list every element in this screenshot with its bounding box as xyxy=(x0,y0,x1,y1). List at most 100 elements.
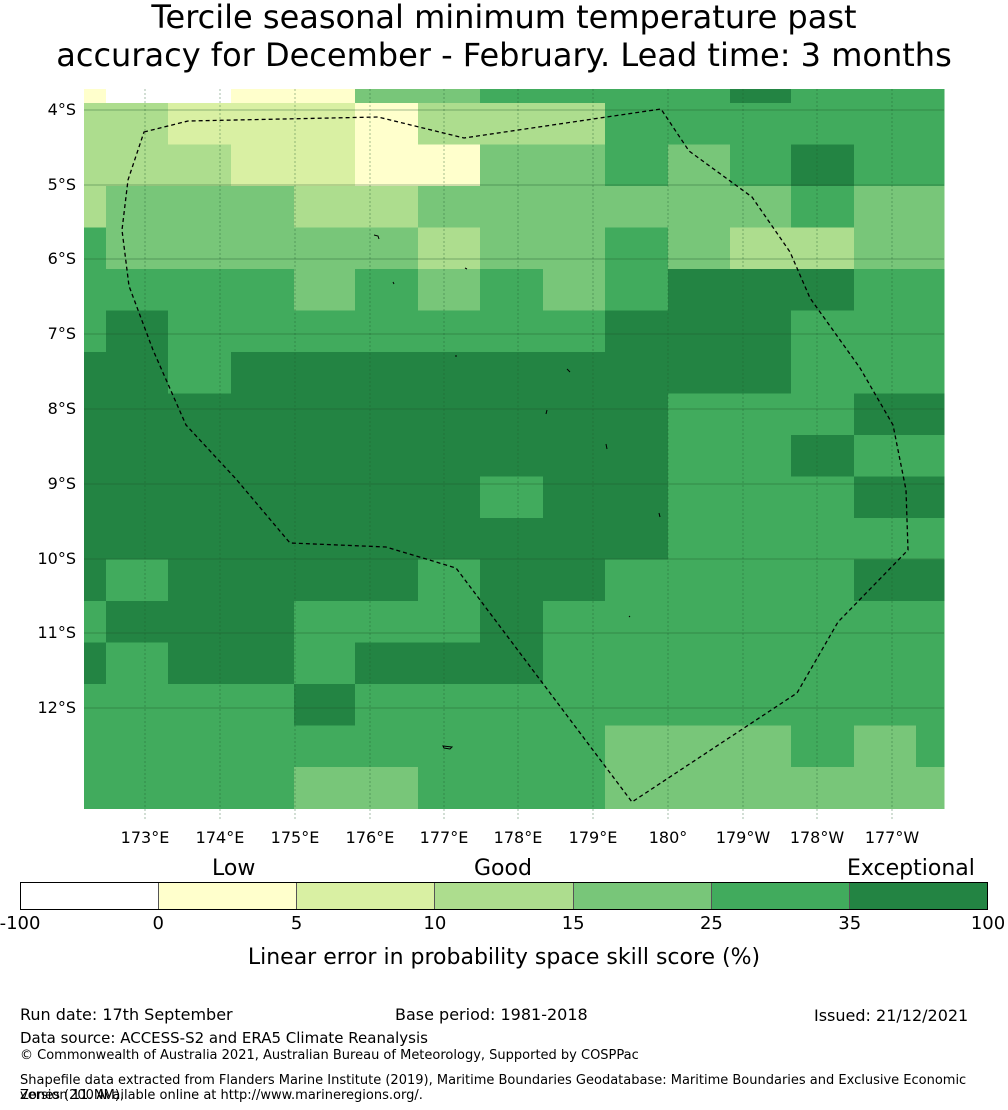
grid-cell xyxy=(854,642,917,685)
grid-cell xyxy=(355,186,419,228)
grid-cell xyxy=(543,601,606,643)
grid-cell xyxy=(668,144,731,187)
grid-cell xyxy=(106,642,169,685)
grid-cell xyxy=(791,518,855,560)
colorbar-tick-label: 35 xyxy=(838,913,862,934)
grid-cell xyxy=(605,601,669,643)
latitude-label: 12°S xyxy=(37,698,76,717)
chart-title-line-1: Tercile seasonal minimum temperature pas… xyxy=(151,0,857,36)
grid-cell xyxy=(854,393,917,436)
grid-cell xyxy=(84,684,107,726)
grid-cell xyxy=(605,725,669,768)
grid-cell xyxy=(418,269,481,311)
grid-cell xyxy=(231,601,295,643)
grid-cell xyxy=(543,269,606,311)
grid-cell xyxy=(168,269,232,311)
grid-cell xyxy=(231,476,295,519)
grid-cell xyxy=(84,601,107,643)
grid-cell xyxy=(355,393,419,436)
colorbar-segment xyxy=(297,883,436,909)
grid-cell xyxy=(730,518,792,560)
grid-cell xyxy=(355,642,419,685)
longitude-label: 177°W xyxy=(864,828,920,847)
shapefile-credit-line-1: Shapefile data extracted from Flanders M… xyxy=(20,1073,967,1103)
grid-cell xyxy=(418,144,481,187)
grid-cell xyxy=(168,89,232,104)
grid-cell xyxy=(480,103,544,145)
grid-cell xyxy=(605,559,669,602)
grid-cell xyxy=(543,559,606,602)
grid-cell xyxy=(106,393,169,436)
grid-cell xyxy=(854,144,917,187)
grid-cell xyxy=(916,227,945,270)
grid-cell xyxy=(605,186,669,228)
grid-cell xyxy=(418,310,481,353)
grid-cell xyxy=(84,186,107,228)
grid-cell xyxy=(543,186,606,228)
grid-cell xyxy=(730,352,792,394)
grid-cell xyxy=(543,518,606,560)
grid-cell xyxy=(854,518,917,560)
grid-cell xyxy=(605,269,669,311)
legend-category-good: Good xyxy=(474,856,532,881)
grid-cell xyxy=(418,601,481,643)
grid-cell xyxy=(231,352,295,394)
grid-cell xyxy=(668,559,731,602)
grid-cell xyxy=(418,352,481,394)
grid-cell xyxy=(84,227,107,270)
grid-cell xyxy=(605,476,669,519)
grid-cell xyxy=(231,559,295,602)
grid-cell xyxy=(168,767,232,809)
grid-cell xyxy=(106,725,169,768)
island-marker xyxy=(464,267,468,270)
grid-cell xyxy=(916,435,945,477)
longitude-label: 174°E xyxy=(195,828,245,847)
grid-cell xyxy=(106,684,169,726)
latitude-label: 8°S xyxy=(47,399,76,418)
grid-cell xyxy=(84,476,107,519)
grid-cell xyxy=(668,725,731,768)
island-marker xyxy=(545,409,548,415)
grid-cell xyxy=(480,352,544,394)
grid-cell xyxy=(168,725,232,768)
grid-cell xyxy=(231,393,295,436)
grid-cell xyxy=(84,144,107,187)
longitude-label: 177°E xyxy=(419,828,469,847)
colorbar-tick-label: -100 xyxy=(0,913,41,934)
grid-cell xyxy=(543,435,606,477)
grid-cell xyxy=(605,393,669,436)
grid-cell xyxy=(84,725,107,768)
grid-cell xyxy=(668,393,731,436)
colorbar-tick-label: 0 xyxy=(152,913,165,934)
colorbar-tick-label: 5 xyxy=(290,913,303,934)
grid-cell xyxy=(730,767,792,809)
grid-cell xyxy=(543,642,606,685)
grid-cell xyxy=(791,269,855,311)
grid-cell xyxy=(854,559,917,602)
grid-cell xyxy=(231,435,295,477)
grid-cell xyxy=(418,103,481,145)
data-source: Data source: ACCESS-S2 and ERA5 Climate … xyxy=(20,1029,428,1047)
grid-cell xyxy=(480,89,544,104)
grid-cell xyxy=(294,103,356,145)
chart-title-line-2: accuracy for December - February. Lead t… xyxy=(56,36,952,74)
grid-cell xyxy=(168,601,232,643)
grid-cell xyxy=(668,227,731,270)
grid-cell xyxy=(605,518,669,560)
grid-cell xyxy=(84,559,107,602)
grid-cell xyxy=(668,269,731,311)
grid-cell xyxy=(418,227,481,270)
colorbar xyxy=(20,882,988,910)
grid-cell xyxy=(418,89,481,104)
grid-cell xyxy=(543,89,606,104)
grid-cell xyxy=(916,144,945,187)
grid-cell xyxy=(294,352,356,394)
grid-cell xyxy=(231,144,295,187)
grid-cell xyxy=(791,725,855,768)
grid-cell xyxy=(168,144,232,187)
grid-cell xyxy=(84,393,107,436)
grid-cell xyxy=(668,435,731,477)
longitude-label: 175°E xyxy=(270,828,320,847)
grid-cell xyxy=(791,559,855,602)
grid-cell xyxy=(605,310,669,353)
